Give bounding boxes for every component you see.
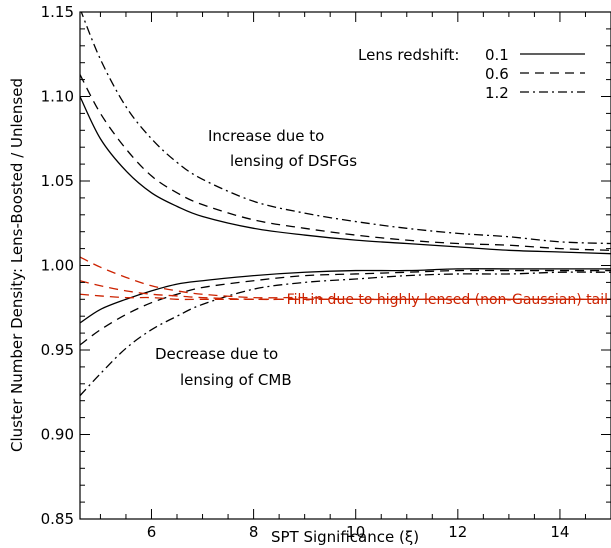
- x-tick-label: 6: [147, 523, 157, 541]
- y-tick-label: 0.85: [41, 510, 74, 528]
- y-tick-label: 0.95: [41, 341, 74, 359]
- tick-labels-layer: 6 8 10 12 14 0.85 0.90 0.95 1.00 1.05 1.10 1.15: [41, 3, 570, 541]
- series-dsfg-z1-2: [80, 12, 611, 245]
- series-cmb-z0-1: [80, 268, 611, 324]
- series-cmb-z0-6: [80, 269, 611, 346]
- annotation-dsfg-line2: lensing of DSFGs: [230, 152, 357, 170]
- legend-label-2: 1.2: [485, 84, 509, 102]
- series-dsfg-z0-1: [80, 96, 611, 255]
- x-tick-label: 12: [448, 523, 467, 541]
- series-fill-in-z0-6: [80, 280, 611, 301]
- x-axis-label: SPT Significance (ξ): [271, 528, 419, 546]
- x-tick-label: 10: [346, 523, 365, 541]
- legend: Lens redshift: 0.1 0.6 1.2: [358, 46, 585, 102]
- x-tick-label: 8: [249, 523, 259, 541]
- annotation-dsfg-line1: Increase due to: [208, 127, 324, 145]
- y-axis-label: Cluster Number Density: Lens-Boosted / U…: [8, 78, 26, 452]
- series-dsfg-z0-6: [80, 74, 611, 251]
- series-fill-in-z1-2: [80, 256, 611, 301]
- legend-title: Lens redshift:: [358, 46, 459, 64]
- legend-label-1: 0.6: [485, 65, 509, 83]
- y-tick-label: 0.90: [41, 426, 74, 444]
- annotation-fill-in: Fill-in due to highly lensed (non-Gaussi…: [287, 292, 608, 308]
- series-cmb-z1-2: [80, 271, 611, 397]
- y-tick-label: 1.10: [41, 88, 74, 106]
- plot-frame: [79, 11, 611, 520]
- annotation-cmb-line1: Decrease due to: [155, 345, 278, 363]
- legend-label-0: 0.1: [485, 46, 509, 64]
- annotation-cmb-line2: lensing of CMB: [180, 371, 292, 389]
- curves-layer: [80, 12, 611, 397]
- y-tick-label: 1.15: [41, 3, 74, 21]
- y-tick-label: 1.05: [41, 172, 74, 190]
- y-tick-label: 1.00: [41, 257, 74, 275]
- x-tick-label: 14: [550, 523, 569, 541]
- ticks-layer: [80, 11, 611, 520]
